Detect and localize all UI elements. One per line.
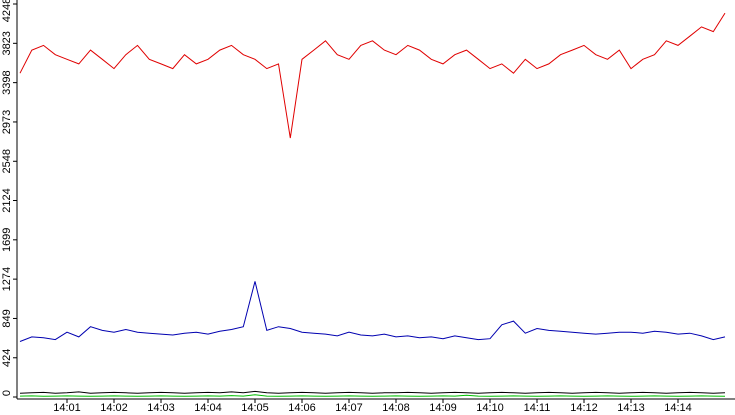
y-tick-label: 3398 (1, 70, 13, 94)
y-tick-label: 1699 (1, 228, 13, 252)
x-tick-label: 14:08 (382, 402, 410, 414)
x-tick-label: 14:04 (194, 402, 222, 414)
x-tick-label: 14:13 (617, 402, 645, 414)
y-tick-label: 2548 (1, 149, 13, 173)
series-line (19, 390, 726, 394)
x-tick-label: 14:06 (288, 402, 316, 414)
y-tick-label: 2973 (1, 110, 13, 134)
series-line (19, 281, 726, 342)
x-tick-label: 14:01 (53, 402, 81, 414)
y-tick-label: 4248 (1, 0, 13, 22)
series-line (19, 12, 726, 139)
series-line (19, 394, 726, 397)
x-tick-label: 14:11 (524, 402, 551, 414)
y-tick-label: 2124 (1, 188, 13, 212)
x-tick-label: 14:10 (476, 402, 504, 414)
x-tick-label: 14:02 (100, 402, 128, 414)
y-tick-label: 424 (1, 349, 13, 367)
y-tick-label: 1274 (1, 267, 13, 291)
x-tick-label: 14:12 (570, 402, 598, 414)
x-tick-label: 14:09 (429, 402, 457, 414)
x-tick-label: 14:07 (335, 402, 363, 414)
y-tick-label: 0 (1, 390, 13, 396)
x-tick-label: 14:03 (147, 402, 175, 414)
y-tick-label: 849 (1, 309, 13, 327)
x-tick-label: 14:14 (664, 402, 692, 414)
y-tick-label: 3823 (1, 31, 13, 55)
x-tick-label: 14:05 (241, 402, 269, 414)
